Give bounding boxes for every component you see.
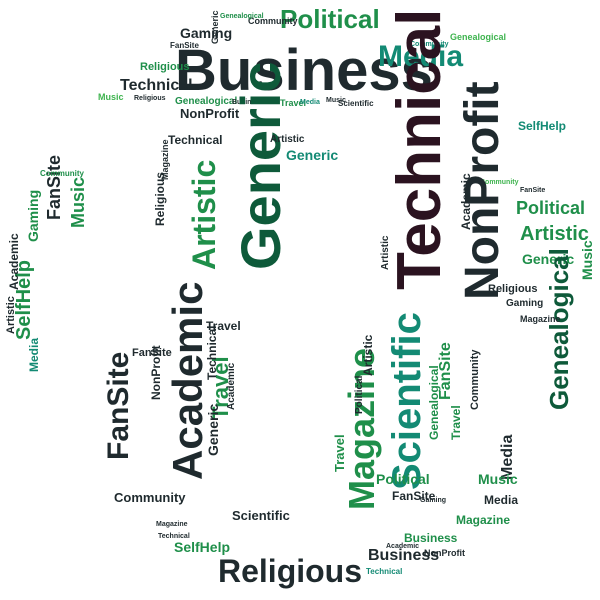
word-religious-mid: Religious: [153, 172, 167, 226]
word-genealogical-right: Genealogical: [544, 248, 574, 410]
word-selfhelp-bottom: SelfHelp: [174, 539, 230, 555]
word-selfhelp-left: SelfHelp: [13, 260, 35, 340]
word-magazine-mid: Magazine: [341, 348, 382, 510]
word-music-small: Music: [258, 99, 278, 106]
word-artistic-small: Artistic: [270, 134, 305, 145]
word-fansite-small: FanSite: [520, 187, 545, 194]
word-fansite-top: FanSite: [170, 41, 199, 50]
word-academic-right: Academic: [459, 173, 473, 230]
word-generic-small: Generic: [286, 147, 338, 163]
word-media-left: Media: [27, 338, 41, 372]
word-gaming-bottom: Gaming: [420, 497, 446, 504]
word-media-top: Media: [378, 40, 463, 73]
word-music-top: Music: [98, 92, 124, 102]
word-nonprofit-mid: NonProfit: [180, 106, 240, 121]
word-community-top2: Community: [410, 41, 449, 48]
word-technical-bl: Technical: [205, 326, 219, 380]
word-technical-bottom2: Technical: [158, 533, 190, 540]
word-technical-bottom: Technical: [366, 567, 402, 576]
word-business-bottom2: Business: [404, 531, 458, 545]
word-business-main: Business: [175, 38, 433, 103]
word-gaming-left: Gaming: [25, 190, 41, 242]
word-magazine-small: Magazine: [160, 139, 170, 180]
word-political-right: Political: [516, 198, 585, 218]
word-political-br: Political: [354, 375, 365, 414]
word-selfhelp-right: SelfHelp: [518, 119, 566, 133]
word-media-br2: Media: [484, 493, 518, 507]
word-political-top: Political: [280, 4, 380, 34]
word-community-br: Community: [469, 349, 481, 410]
word-gaming-right: Gaming: [506, 298, 543, 309]
word-generic-bl: Generic: [205, 404, 221, 456]
word-artistic-right2: Artistic: [380, 235, 391, 270]
word-generic-right: Generic: [522, 251, 574, 267]
word-artistic-big: Artistic: [186, 160, 222, 270]
word-artistic-br: Artistic: [361, 334, 375, 376]
word-genealogical-br: Genealogical: [427, 365, 441, 440]
word-travel-bl: Travel: [208, 356, 233, 420]
word-music-left: Music: [68, 177, 88, 228]
word-artistic-right: Artistic: [520, 223, 589, 245]
word-fansite-br: FanSite: [392, 489, 436, 503]
word-business-bottom: Business: [368, 547, 439, 564]
word-genealogical-top: Genealogical: [220, 13, 264, 20]
word-technical-mid: Technical: [168, 133, 222, 147]
word-nonprofit-big: NonProfit: [456, 81, 509, 300]
word-political-br2: Political: [376, 471, 430, 487]
word-travel-br2: Travel: [332, 434, 347, 472]
word-religious-top2: Religious: [134, 95, 166, 102]
word-magazine-right: Magazine: [520, 314, 561, 324]
word-generic-big: Generic: [229, 61, 292, 270]
word-scientific-small: Scientific: [338, 99, 374, 108]
word-academic-left: Academic: [7, 233, 21, 290]
word-community-bl: Community: [114, 490, 186, 505]
word-scientific-mid: Scientific: [385, 312, 429, 490]
word-nonprofit-bl: NonProfit: [149, 345, 163, 400]
word-nonprofit-bottom: NonProfit: [424, 548, 465, 558]
word-gaming-top: Gaming: [180, 25, 232, 41]
word-community-top: Community: [248, 16, 298, 26]
word-fansite-mid: FanSite: [437, 342, 454, 400]
word-media-small: Media: [300, 99, 320, 106]
word-religious-bottom: Religious: [218, 553, 362, 589]
word-scientific-bottom: Scientific: [232, 508, 290, 523]
word-travel-br: Travel: [449, 405, 463, 440]
word-business-small: Business: [232, 99, 263, 106]
word-generic-top: Generic: [210, 10, 220, 44]
word-academic-bl: Academic: [164, 282, 211, 480]
word-music-br: Music: [478, 471, 518, 487]
word-academic-bl2: Academic: [226, 362, 237, 410]
word-fansite-bl2: FanSite: [132, 347, 172, 359]
word-travel-small: Travel: [280, 98, 306, 108]
word-religious-right: Religious: [488, 283, 538, 295]
word-fansite-bl: FanSite: [102, 352, 135, 460]
word-religious-top: Religious: [140, 61, 190, 73]
word-academic-bottom: Academic: [386, 543, 419, 550]
word-music-right: Music: [579, 240, 595, 280]
word-music-small2: Music: [326, 97, 346, 104]
word-genealogical-small: Genealogical: [450, 32, 506, 42]
word-magazine-br: Magazine: [456, 513, 510, 527]
word-technical-top: Technical: [120, 77, 193, 94]
word-fansite-left: FanSite: [44, 155, 64, 220]
word-community-left: Community: [40, 169, 85, 178]
word-media-br: Media: [499, 435, 516, 480]
word-magazine-bottom: Magazine: [156, 521, 188, 528]
word-artistic-left: Artistic: [5, 296, 17, 334]
word-technical-big: Technical: [385, 9, 454, 290]
word-travel-bl2: Travel: [206, 319, 241, 333]
word-genealogical-mid: Genealogical: [175, 96, 237, 107]
word-community-small: Community: [480, 179, 519, 186]
